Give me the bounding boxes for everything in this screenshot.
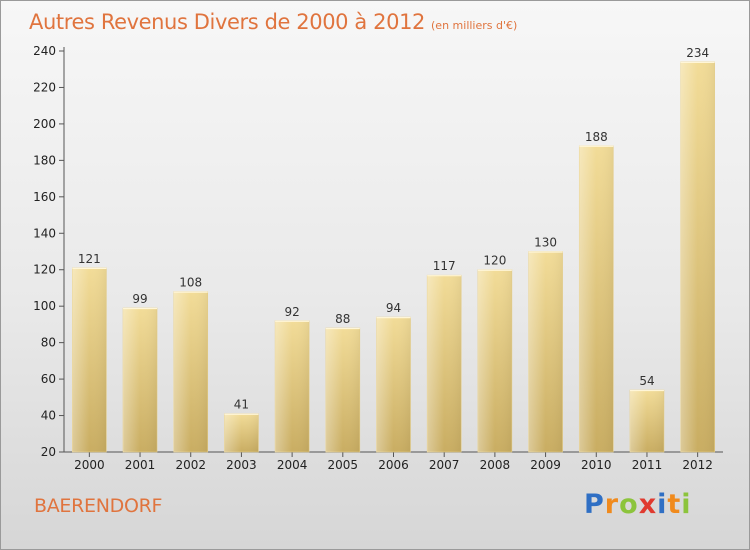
x-tick-label: 2005 [328, 458, 359, 472]
y-tick-label: 200 [33, 117, 56, 131]
bar-shine [629, 390, 664, 452]
bar-shine [477, 269, 512, 452]
x-tick-label: 2012 [682, 458, 713, 472]
logo-letter: P [584, 489, 605, 520]
x-tick-label: 2006 [378, 458, 409, 472]
y-tick-label: 180 [33, 153, 56, 167]
logo-letter: i [681, 489, 692, 520]
title-line: Autres Revenus Divers de 2000 à 2012 (en … [29, 10, 517, 34]
x-tick-label: 2002 [175, 458, 206, 472]
y-tick-label: 40 [41, 409, 56, 423]
y-tick-label: 240 [33, 44, 56, 58]
bars [72, 61, 715, 453]
logo-letter: o [619, 489, 639, 520]
y-tick-label: 80 [41, 336, 56, 350]
value-label-2012: 234 [686, 46, 709, 60]
bar-shine [427, 275, 462, 452]
bar-shine [579, 145, 614, 453]
value-label-2004: 92 [284, 305, 299, 319]
bar-shine [376, 317, 411, 452]
value-label-2002: 108 [179, 276, 202, 290]
x-tick-label: 2008 [480, 458, 511, 472]
x-tick-label: 2001 [125, 458, 156, 472]
y-tick-label: 140 [33, 226, 56, 240]
chart-title: Autres Revenus Divers de 2000 à 2012 [29, 10, 426, 34]
bar-shine [72, 267, 107, 452]
logo-letter: x [638, 489, 658, 520]
bar-shine [173, 291, 208, 452]
value-label-2005: 88 [335, 312, 350, 326]
y-tick-label: 20 [41, 445, 56, 459]
value-label-2008: 120 [483, 254, 506, 268]
x-tick-label: 2000 [74, 458, 105, 472]
value-label-2000: 121 [78, 252, 101, 266]
logo-letter: r [604, 489, 620, 520]
bar-shine [325, 328, 360, 452]
value-label-2010: 188 [585, 130, 608, 144]
value-labels: 121 99 108 41 92 88 94 117 120 130 188 54 234 [78, 46, 709, 412]
x-tick-label: 2010 [581, 458, 612, 472]
y-tick-label: 160 [33, 190, 56, 204]
proxiti-logo: Proxiti [584, 489, 692, 525]
bar-shine [528, 251, 563, 452]
value-label-2011: 54 [639, 374, 654, 388]
place-name: BAERENDORF [34, 495, 163, 517]
y-tick-label: 60 [41, 372, 56, 386]
x-tick-label: 2011 [632, 458, 663, 472]
x-tick-label: 2007 [429, 458, 460, 472]
value-label-2001: 99 [132, 292, 147, 306]
y-tick-label: 100 [33, 299, 56, 313]
y-axis: 20 40 60 80 100 120 140 160 180 200 220 240 [33, 44, 65, 459]
x-axis: 2000 2001 2002 2003 2004 2005 2006 2007 2008 2009… [64, 451, 723, 472]
y-tick-label: 120 [33, 263, 56, 277]
y-tick-label: 220 [33, 80, 56, 94]
logo-letter: t [667, 489, 682, 520]
x-tick-label: 2004 [277, 458, 308, 472]
logo-letter: i [657, 489, 668, 520]
value-label-2006: 94 [386, 301, 401, 315]
value-label-2009: 130 [534, 236, 557, 250]
chart-subtitle: (en milliers d'€) [431, 19, 518, 32]
bar-shine [275, 320, 310, 452]
x-tick-label: 2009 [530, 458, 561, 472]
value-label-2003: 41 [234, 398, 249, 412]
x-tick-label: 2003 [226, 458, 257, 472]
value-label-2007: 117 [433, 259, 456, 273]
bar-shine [224, 413, 259, 452]
bar-shine [680, 61, 715, 452]
bar-shine [123, 308, 158, 452]
